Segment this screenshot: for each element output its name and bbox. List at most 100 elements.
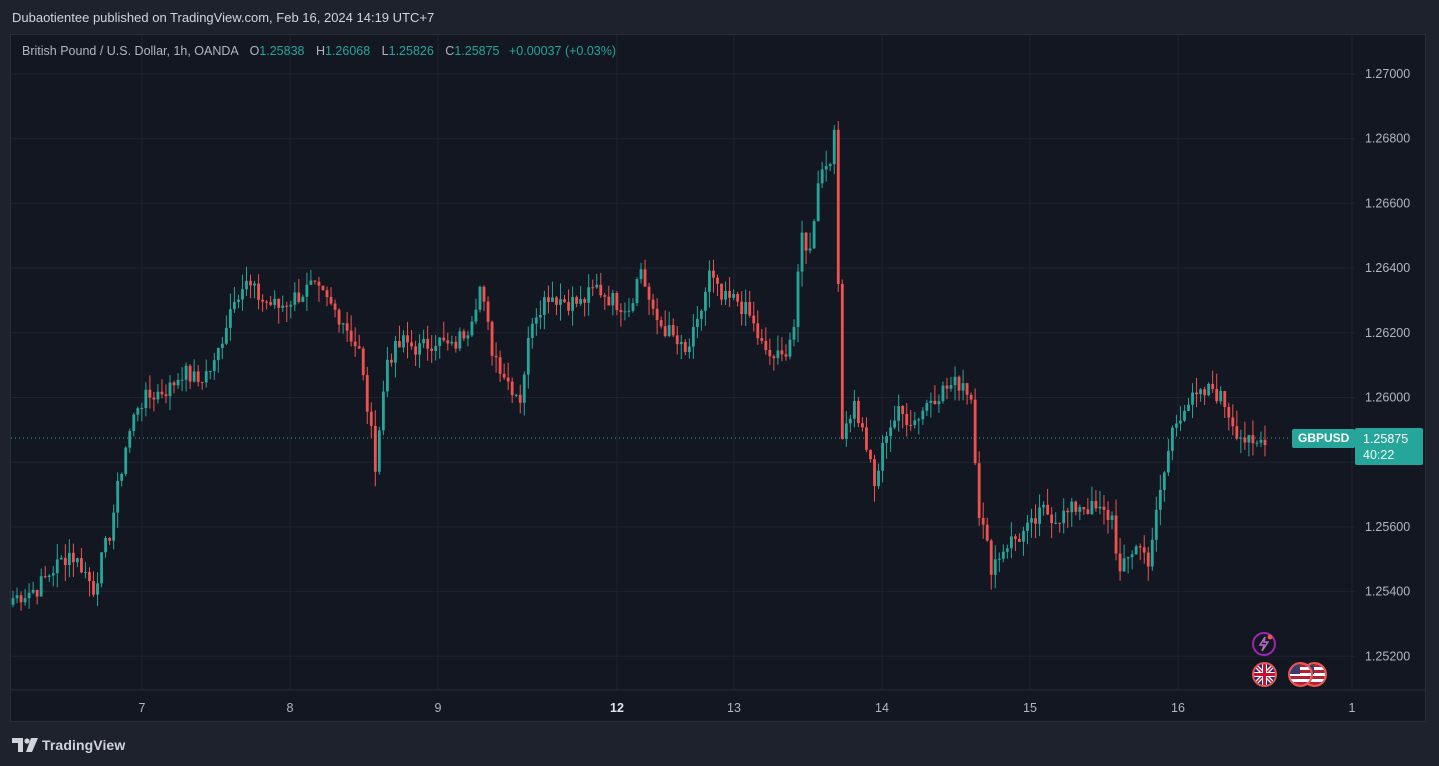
candle-body (88, 572, 91, 582)
x-tick-label: 16 (1171, 701, 1185, 715)
candle-body (377, 430, 381, 472)
candle-body (559, 299, 562, 305)
candle-body (357, 346, 361, 349)
candle-body (84, 572, 87, 574)
candle-body (1042, 504, 1045, 508)
x-tick-label: 15 (1023, 701, 1037, 715)
candle-body (639, 269, 643, 280)
candle-body (402, 335, 405, 348)
candle-body (865, 427, 868, 450)
candle-body (253, 283, 256, 286)
candle-body (949, 385, 953, 389)
candle-body (510, 381, 514, 396)
candle-body (933, 400, 937, 405)
candle-body (796, 271, 800, 327)
candle-body (426, 338, 430, 349)
candle-body (15, 595, 19, 599)
symbol-tag: GBPUSD (1292, 429, 1356, 448)
candle-body (683, 341, 687, 352)
candle-body (973, 399, 977, 464)
candle-body (369, 411, 373, 426)
candle-body (116, 480, 120, 513)
candle-body (1046, 504, 1050, 515)
candle-body (861, 423, 864, 428)
candle-body (852, 400, 856, 419)
candle-body (840, 283, 844, 439)
candle-body (438, 337, 442, 346)
candle-body (309, 280, 313, 285)
candle-body (1005, 548, 1009, 552)
candle-body (1146, 552, 1150, 567)
candle-body (575, 297, 579, 304)
x-tick-label: 13 (727, 701, 741, 715)
candle-body (1126, 557, 1130, 559)
candle-body (329, 296, 333, 304)
uk-event-icon[interactable] (1252, 662, 1277, 687)
candle-body (780, 350, 784, 355)
candle-body (776, 350, 780, 359)
candle-body (188, 365, 192, 382)
candle-body (526, 337, 530, 375)
candle-body (1251, 435, 1255, 444)
candle-body (1114, 515, 1118, 554)
candle-body (756, 323, 760, 339)
tradingview-logo[interactable]: TradingView (12, 737, 125, 753)
candle-body (583, 299, 587, 303)
candle-body (176, 379, 180, 386)
candle-body (704, 291, 707, 311)
candle-body (71, 552, 75, 563)
candle-body (917, 419, 921, 421)
candle-body (390, 359, 393, 363)
candle-body (168, 382, 172, 397)
candle-body (913, 420, 917, 426)
y-tick-label: 1.25200 (1365, 649, 1410, 663)
candle-body (893, 420, 897, 428)
candle-body (450, 341, 454, 344)
candle-body (19, 595, 23, 603)
candle-body (1082, 507, 1086, 510)
candle-body (1231, 417, 1235, 427)
candle-body (905, 413, 909, 425)
candle-body (1098, 506, 1102, 509)
candle-body (1013, 536, 1017, 539)
candle-body (591, 287, 595, 289)
candle-body (667, 325, 671, 337)
candle-body (1219, 391, 1223, 402)
candle-body (76, 558, 79, 563)
candle-body (144, 389, 148, 408)
us-event-icon-1[interactable] (1288, 662, 1313, 687)
candle-body (120, 473, 124, 481)
candle-body (1138, 546, 1142, 548)
candle-body (490, 321, 494, 356)
candle-body (965, 383, 969, 395)
candle-body (1187, 404, 1190, 411)
candle-body (1223, 391, 1227, 407)
candle-body (140, 407, 144, 409)
candle-body (381, 391, 385, 431)
candle-body (353, 341, 357, 347)
candle-body (148, 389, 152, 398)
candle-body (43, 576, 47, 578)
candle-body (261, 299, 265, 302)
candle-body (748, 302, 752, 316)
candle-body (643, 269, 647, 287)
candle-body (655, 308, 659, 321)
candle-body (80, 558, 83, 573)
candle-body (1263, 439, 1267, 446)
candle-body (220, 343, 224, 348)
candle-body (1211, 383, 1215, 389)
candle-body (921, 410, 925, 420)
candle-body (555, 297, 558, 305)
candle-body (237, 299, 240, 302)
candle-body (59, 557, 63, 560)
candle-body (989, 540, 993, 575)
dividend-event-icon[interactable] (1252, 632, 1276, 656)
legend-low-label: L (381, 44, 389, 58)
candle-body (1191, 392, 1194, 405)
candle-body (494, 355, 498, 358)
candle-body (482, 286, 486, 302)
candle-body (152, 397, 156, 400)
candle-body (877, 470, 880, 487)
candle-body (856, 400, 860, 424)
